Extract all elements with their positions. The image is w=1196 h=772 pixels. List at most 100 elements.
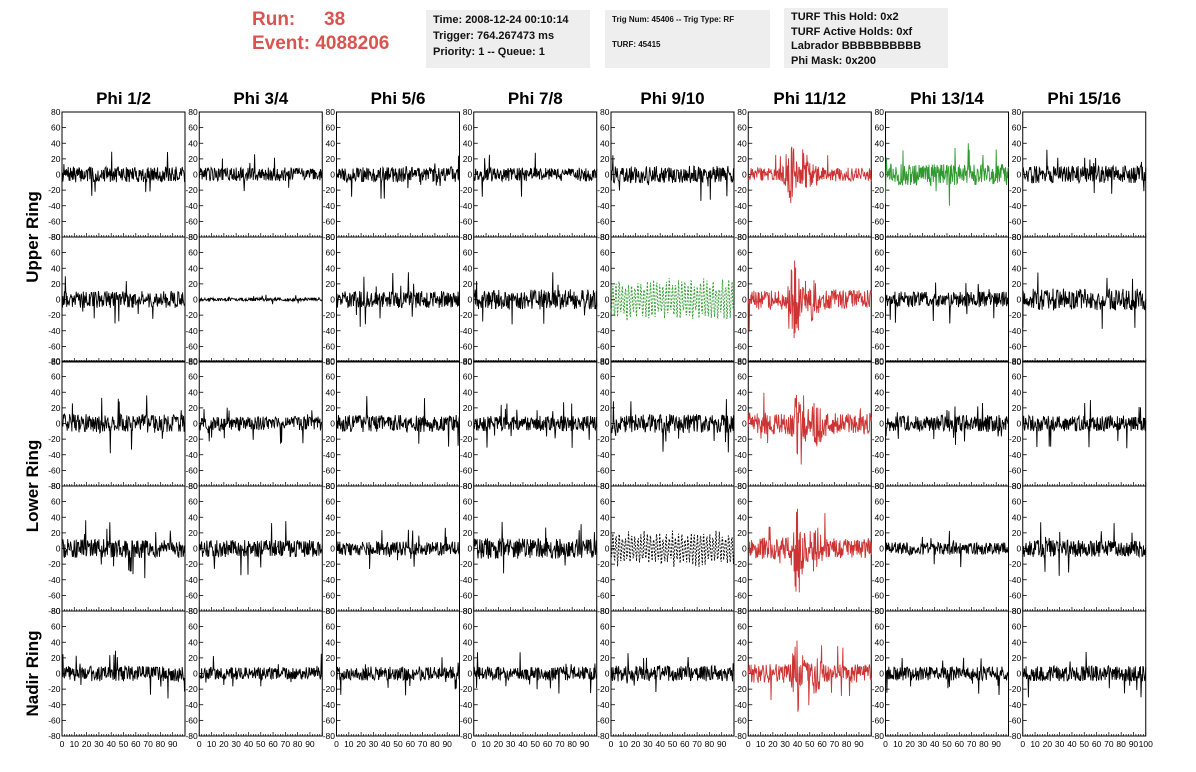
y-tick-label: 0 <box>56 170 61 180</box>
waveform-trace <box>61 650 186 699</box>
y-tick-label: 0 <box>193 669 198 679</box>
y-tick-label: -60 <box>872 465 885 475</box>
y-tick-label: -40 <box>460 326 473 336</box>
y-tick-label: -20 <box>48 684 61 694</box>
y-tick-label: 20 <box>51 279 61 289</box>
y-tick-label: -80 <box>597 481 610 491</box>
y-tick-label: -80 <box>597 357 610 367</box>
waveform-trace <box>198 521 323 576</box>
y-tick-label: -40 <box>734 326 747 336</box>
y-tick-label: -40 <box>48 700 61 710</box>
column-title: Phi 5/6 <box>371 89 426 108</box>
x-tick-label: 20 <box>1043 739 1053 749</box>
y-tick-label: 80 <box>51 481 61 491</box>
column-title: Phi 3/4 <box>233 89 288 108</box>
y-tick-label: 0 <box>879 669 884 679</box>
y-tick-label: 40 <box>51 387 61 397</box>
y-tick-label: -60 <box>185 715 198 725</box>
y-tick-label: 80 <box>463 356 473 366</box>
y-tick-label: -80 <box>1009 606 1022 616</box>
y-tick-label: 60 <box>1012 372 1022 382</box>
x-tick-label: 50 <box>119 739 129 749</box>
y-tick-label: 60 <box>51 123 61 133</box>
x-tick-label: 40 <box>244 739 254 749</box>
y-tick-label: 20 <box>326 279 336 289</box>
x-tick-label: 60 <box>680 739 690 749</box>
waveform-trace <box>610 653 735 693</box>
y-tick-label: -60 <box>597 216 610 226</box>
y-tick-label: -80 <box>460 731 473 741</box>
y-tick-label: 60 <box>600 248 610 258</box>
y-tick-label: -20 <box>872 559 885 569</box>
y-tick-label: 60 <box>326 248 336 258</box>
y-tick-label: -60 <box>734 590 747 600</box>
waveform-trace <box>747 260 872 339</box>
event-line: Event: 4088206 <box>252 32 389 56</box>
waveform-trace <box>610 399 735 453</box>
y-tick-label: 60 <box>463 497 473 507</box>
x-tick-label: 40 <box>381 739 391 749</box>
y-tick-label: -40 <box>48 326 61 336</box>
y-tick-label: -60 <box>734 216 747 226</box>
y-tick-label: -40 <box>1009 700 1022 710</box>
y-tick-label: 20 <box>188 279 198 289</box>
y-tick-label: 40 <box>875 637 885 647</box>
ring-title: Nadir Ring <box>23 631 42 717</box>
y-tick-label: 80 <box>463 481 473 491</box>
y-tick-label: -80 <box>185 606 198 616</box>
y-tick-label: 80 <box>600 481 610 491</box>
y-tick-label: -60 <box>597 590 610 600</box>
x-tick-label: 100 <box>1139 739 1153 749</box>
y-tick-label: -60 <box>1009 465 1022 475</box>
y-tick-label: -20 <box>734 434 747 444</box>
y-tick-label: 80 <box>188 107 198 117</box>
waveform-trace <box>473 652 598 694</box>
y-tick-label: 60 <box>326 497 336 507</box>
y-tick-label: -80 <box>734 481 747 491</box>
y-tick-label: -40 <box>1009 450 1022 460</box>
y-tick-label: -80 <box>323 606 336 616</box>
y-tick-label: 0 <box>468 419 473 429</box>
y-tick-label: 0 <box>193 544 198 554</box>
y-tick-label: -60 <box>323 341 336 351</box>
y-tick-label: -20 <box>872 185 885 195</box>
y-tick-label: 40 <box>737 138 747 148</box>
y-tick-label: 60 <box>326 123 336 133</box>
y-tick-label: -40 <box>460 700 473 710</box>
x-tick-label: 0 <box>746 739 751 749</box>
y-tick-label: -20 <box>323 185 336 195</box>
y-tick-label: 60 <box>875 372 885 382</box>
x-tick-label: 50 <box>393 739 403 749</box>
x-tick-label: 70 <box>555 739 565 749</box>
y-tick-label: -80 <box>597 232 610 242</box>
y-tick-label: 20 <box>600 279 610 289</box>
y-tick-label: 40 <box>600 637 610 647</box>
y-tick-label: 0 <box>56 669 61 679</box>
y-tick-label: 0 <box>1017 544 1022 554</box>
y-tick-label: 80 <box>188 356 198 366</box>
y-tick-label: 20 <box>326 154 336 164</box>
y-tick-label: 0 <box>330 544 335 554</box>
y-tick-label: -40 <box>323 575 336 585</box>
y-tick-label: -20 <box>1009 684 1022 694</box>
y-tick-label: 80 <box>875 606 885 616</box>
y-tick-label: 0 <box>330 295 335 305</box>
y-tick-label: 40 <box>326 637 336 647</box>
y-tick-label: -80 <box>460 232 473 242</box>
y-tick-label: 40 <box>51 263 61 273</box>
y-tick-label: -20 <box>597 684 610 694</box>
y-tick-label: -80 <box>460 606 473 616</box>
y-tick-label: 80 <box>1012 232 1022 242</box>
y-tick-label: 40 <box>737 263 747 273</box>
y-tick-label: 40 <box>600 263 610 273</box>
y-tick-label: -40 <box>185 450 198 460</box>
x-tick-label: 40 <box>930 739 940 749</box>
x-tick-label: 80 <box>156 739 166 749</box>
y-tick-label: -80 <box>597 606 610 616</box>
y-tick-label: -40 <box>872 575 885 585</box>
y-tick-label: -40 <box>185 700 198 710</box>
x-tick-label: 50 <box>805 739 815 749</box>
y-tick-label: 40 <box>51 512 61 522</box>
y-tick-label: -20 <box>1009 559 1022 569</box>
y-tick-label: 80 <box>600 232 610 242</box>
